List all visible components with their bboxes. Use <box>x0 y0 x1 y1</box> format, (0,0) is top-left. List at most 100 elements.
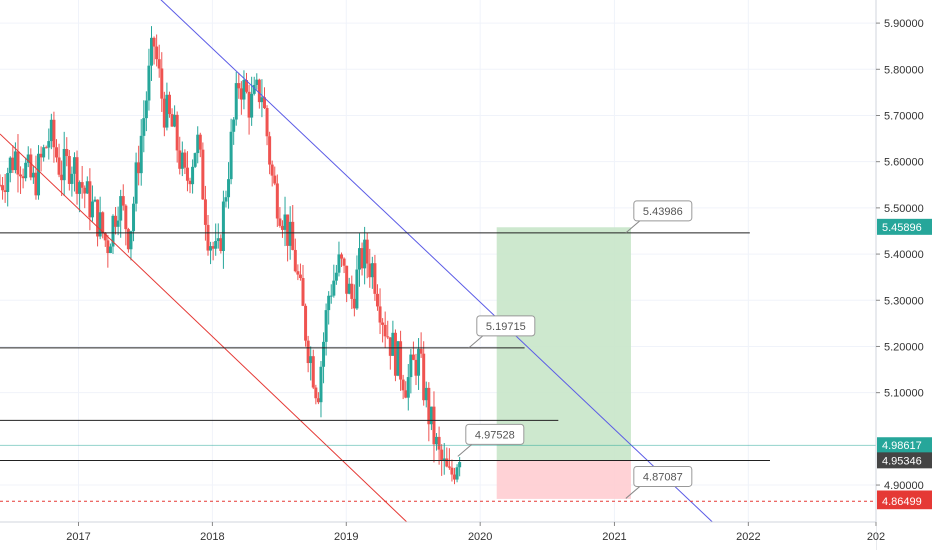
candle-down <box>368 263 372 278</box>
candle-up <box>26 154 30 163</box>
candle-down <box>350 283 354 299</box>
candle-up <box>31 172 35 178</box>
candle-up <box>255 79 259 85</box>
candle-down <box>293 249 297 272</box>
callout-label: 4.97528 <box>475 429 515 441</box>
channel-line-lower[interactable] <box>0 133 408 523</box>
candles-layer <box>0 26 462 485</box>
price-badge-background <box>877 493 932 510</box>
price-tick-label: 5.20000 <box>884 341 924 353</box>
candle-up <box>250 93 254 118</box>
candle-down <box>126 229 130 250</box>
candle-up <box>332 280 336 296</box>
candle-up <box>132 203 136 232</box>
time-tick-label: 2017 <box>66 531 90 543</box>
candle-up <box>191 166 195 185</box>
candle-down <box>401 379 405 391</box>
drawing-lines[interactable] <box>0 0 876 523</box>
candle-up <box>119 196 123 221</box>
candle-down <box>314 387 318 399</box>
candle-down <box>137 162 141 174</box>
candle-down <box>419 348 423 354</box>
time-tick-label: 202 <box>867 531 885 543</box>
price-callouts[interactable]: 5.43986 5.19715 4.97528 4.87087 <box>457 200 693 499</box>
price-badge-label: 5.45896 <box>882 222 922 234</box>
candle-down <box>155 46 159 60</box>
callout-pointer <box>457 444 473 457</box>
candle-up <box>13 151 17 171</box>
candle-down <box>67 156 71 184</box>
candle-up <box>144 100 148 119</box>
candle-up <box>134 162 138 204</box>
callout-label: 5.43986 <box>643 206 683 218</box>
candle-down <box>3 190 7 193</box>
price-badge[interactable]: 4.98617 <box>877 437 932 454</box>
candle-up <box>214 241 218 249</box>
candle-down <box>245 80 249 92</box>
candle-up <box>85 181 89 194</box>
candle-up <box>229 131 233 180</box>
candle-down <box>0 184 2 186</box>
callout-label: 4.87087 <box>643 471 683 483</box>
candle-down <box>450 467 454 475</box>
candle-up <box>150 37 154 66</box>
candle-up <box>24 162 28 179</box>
price-tick-label: 5.50000 <box>884 203 924 215</box>
candle-down <box>388 337 392 356</box>
stop-loss-zone[interactable] <box>496 460 631 499</box>
candle-down <box>101 212 105 234</box>
candle-down <box>160 68 164 99</box>
position-zones[interactable] <box>496 227 631 499</box>
candle-up <box>93 199 97 202</box>
price-axis[interactable]: 5.90000 5.80000 5.70000 5.60000 5.50000 5.400… <box>875 0 932 550</box>
candle-up <box>442 458 446 461</box>
candle-down <box>162 98 166 128</box>
time-axis[interactable]: 2017 2018 2019 2020 2021 2022 202 <box>0 521 885 550</box>
price-badge[interactable]: 4.95346 <box>877 452 932 469</box>
candle-up <box>283 214 287 230</box>
candle-down <box>239 88 243 100</box>
price-callout[interactable]: 5.43986 <box>625 200 693 234</box>
price-badge[interactable]: 4.86499 <box>877 493 932 510</box>
candle-down <box>175 114 179 151</box>
candle-down <box>352 298 356 309</box>
candle-up <box>357 248 361 270</box>
candle-down <box>88 181 92 218</box>
price-tick-label: 5.60000 <box>884 157 924 169</box>
candle-up <box>193 153 197 167</box>
time-tick-label: 2019 <box>334 531 358 543</box>
price-callout[interactable]: 5.19715 <box>468 315 536 349</box>
candle-down <box>152 37 156 47</box>
callout-pointer <box>468 335 484 349</box>
candle-down <box>411 354 415 360</box>
candle-down <box>316 398 320 403</box>
candle-down <box>54 147 58 158</box>
candle-down <box>262 97 266 109</box>
candle-up <box>47 141 51 148</box>
candle-down <box>75 157 79 194</box>
candle-up <box>409 354 413 378</box>
candle-down <box>306 340 310 364</box>
candle-down <box>237 83 241 89</box>
candle-down <box>21 176 25 179</box>
candle-down <box>301 278 305 306</box>
candle-down <box>404 390 408 398</box>
candle-up <box>429 406 433 425</box>
price-badge[interactable]: 5.45896 <box>877 218 932 235</box>
price-callout[interactable]: 4.87087 <box>625 465 693 499</box>
candle-down <box>291 221 295 250</box>
candle-down <box>29 154 33 178</box>
candle-down <box>311 356 315 388</box>
candle-down <box>34 172 38 196</box>
profit-target-zone[interactable] <box>496 227 631 461</box>
candle-down <box>44 147 48 149</box>
channel-line-upper[interactable] <box>156 0 713 523</box>
candle-down <box>437 436 441 450</box>
candle-up <box>242 80 246 100</box>
candle-down <box>270 164 274 176</box>
candle-down <box>360 248 364 269</box>
candle-down <box>11 157 15 171</box>
price-tick-label: 5.30000 <box>884 295 924 307</box>
candle-up <box>116 220 120 227</box>
price-callout[interactable]: 4.97528 <box>457 423 525 457</box>
